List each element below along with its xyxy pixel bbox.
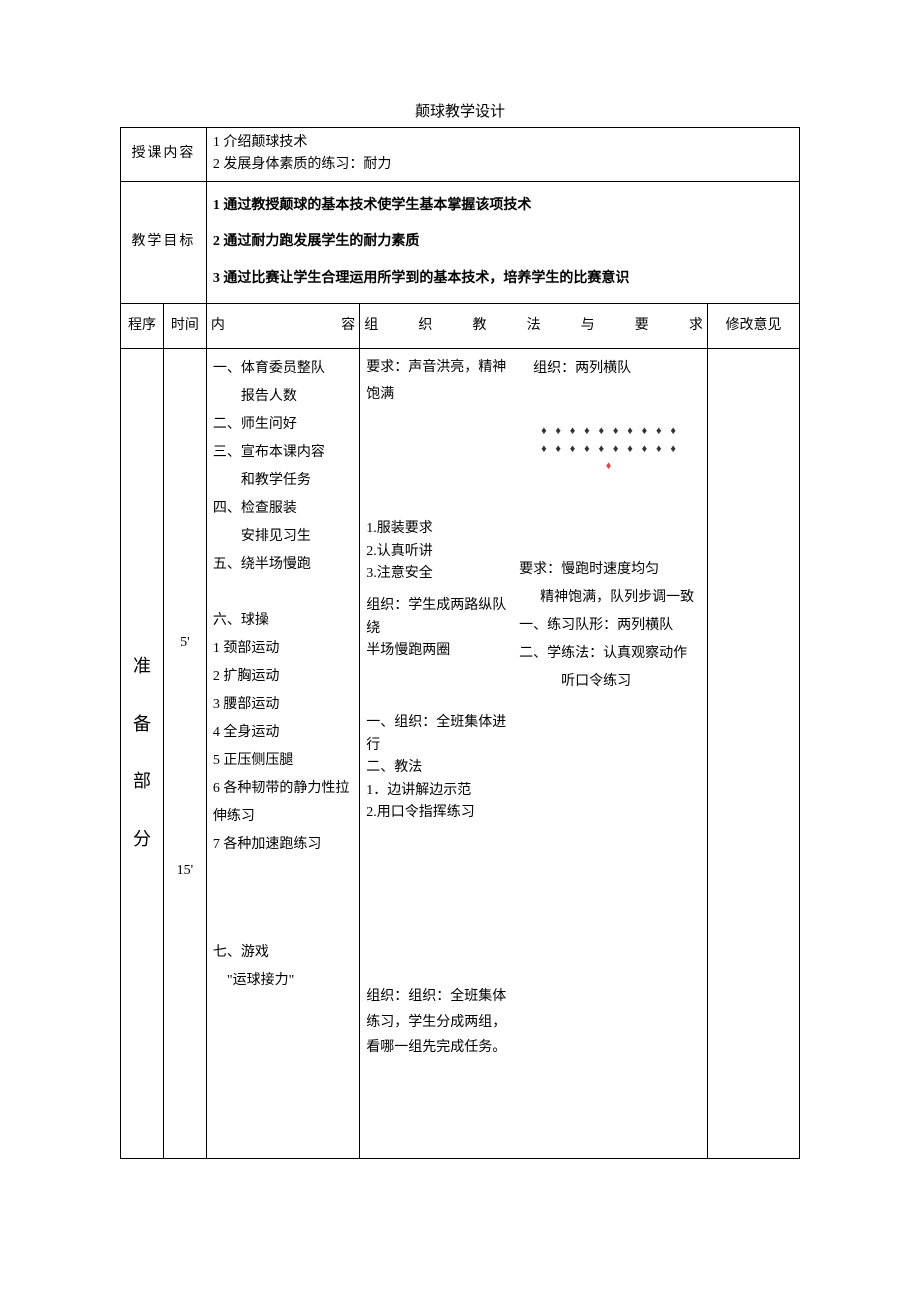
prep-org-left: 要求：声音洪亮，精神饱满 1.服装要求 2.认真听讲 3.注意安全 组织：学生成… bbox=[360, 348, 513, 1158]
c-l4: 四、检查服装 bbox=[213, 495, 353, 523]
c-l7: 七、游戏 bbox=[213, 939, 353, 967]
ol-r5b: 2.用口令指挥练习 bbox=[366, 802, 507, 824]
or-r4b: 听口令练习 bbox=[519, 668, 701, 696]
prep-char-1: 准 bbox=[127, 638, 157, 696]
c-l6f: 6 各种韧带的静力性拉伸练习 bbox=[213, 775, 353, 831]
teacher-icon: ♦ bbox=[519, 458, 701, 476]
row-2-icons: ♦ ♦ ♦ ♦ ♦ ♦ ♦ ♦ ♦ ♦ bbox=[519, 441, 701, 459]
c-l4b: 安排见习生 bbox=[213, 523, 353, 551]
tc-line2: 2 发展身体素质的练习：耐力 bbox=[213, 154, 793, 176]
time-5min: 5' bbox=[170, 629, 200, 657]
ol-r2a: 1.服装要求 bbox=[366, 518, 507, 540]
row-1-icons: ♦ ♦ ♦ ♦ ♦ ♦ ♦ ♦ ♦ ♦ bbox=[519, 423, 701, 441]
ol-r5a: 1．边讲解边示范 bbox=[366, 780, 507, 802]
tc-line1: 1 介绍颠球技术 bbox=[213, 132, 793, 154]
hdr-time: 时间 bbox=[163, 303, 206, 348]
column-headers: 程序 时间 内 容 组 织 教 法 与 要 求 修改意见 bbox=[121, 303, 800, 348]
ol-r5: 二、教法 bbox=[366, 757, 507, 779]
ol-r6: 组织：组织：全班集体练习，学生分成两组，看哪一组先完成任务。 bbox=[366, 984, 507, 1060]
prep-label: 准 备 部 分 bbox=[121, 348, 164, 1158]
doc-title: 颠球教学设计 bbox=[120, 100, 800, 121]
c-l6b: 2 扩胸运动 bbox=[213, 663, 353, 691]
prep-org-right: 组织：两列横队 ♦ ♦ ♦ ♦ ♦ ♦ ♦ ♦ ♦ ♦ ♦ ♦ ♦ ♦ ♦ ♦ … bbox=[513, 348, 707, 1158]
prep-char-3: 部 bbox=[127, 753, 157, 811]
ol-r2c: 3.注意安全 bbox=[366, 563, 507, 585]
or-r4: 二、学练法：认真观察动作 bbox=[519, 640, 701, 668]
or-r1: 组织：两列横队 bbox=[519, 355, 701, 383]
teaching-content-row: 授课内容 1 介绍颠球技术 2 发展身体素质的练习：耐力 bbox=[121, 128, 800, 182]
c-l6: 六、球操 bbox=[213, 607, 353, 635]
time-15min: 15' bbox=[170, 857, 200, 885]
teaching-goals-label: 教学目标 bbox=[121, 181, 207, 303]
hdr-revision: 修改意见 bbox=[707, 303, 799, 348]
c-l1: 一、体育委员整队 bbox=[213, 355, 353, 383]
teaching-content-value: 1 介绍颠球技术 2 发展身体素质的练习：耐力 bbox=[206, 128, 799, 182]
preparation-section: 准 备 部 分 5' 15' 一、体育委员整队 报告人数 二、师生问好 三、宣布… bbox=[121, 348, 800, 1158]
c-l6c: 3 腰部运动 bbox=[213, 691, 353, 719]
ol-r3: 组织：学生成两路纵队绕 bbox=[366, 595, 507, 640]
c-l6g: 7 各种加速跑练习 bbox=[213, 831, 353, 859]
lesson-plan-table: 授课内容 1 介绍颠球技术 2 发展身体素质的练习：耐力 教学目标 1 通过教授… bbox=[120, 127, 800, 1159]
prep-char-2: 备 bbox=[127, 696, 157, 754]
formation-diagram: ♦ ♦ ♦ ♦ ♦ ♦ ♦ ♦ ♦ ♦ ♦ ♦ ♦ ♦ ♦ ♦ ♦ ♦ ♦ ♦ … bbox=[519, 423, 701, 476]
teaching-goals-value: 1 通过教授颠球的基本技术使学生基本掌握该项技术 2 通过耐力跑发展学生的耐力素… bbox=[206, 181, 799, 303]
ol-r2b: 2.认真听讲 bbox=[366, 541, 507, 563]
c-l3b: 和教学任务 bbox=[213, 467, 353, 495]
or-r2: 要求：慢跑时速度均匀 bbox=[519, 556, 701, 584]
revision-comments bbox=[707, 348, 799, 1158]
hdr-content: 内 容 bbox=[206, 303, 359, 348]
prep-time: 5' 15' bbox=[163, 348, 206, 1158]
goal-2: 2 通过耐力跑发展学生的耐力素质 bbox=[213, 224, 793, 260]
c-l2: 二、师生问好 bbox=[213, 411, 353, 439]
ol-r3b: 半场慢跑两圈 bbox=[366, 640, 507, 662]
c-l1b: 报告人数 bbox=[213, 383, 353, 411]
prep-content: 一、体育委员整队 报告人数 二、师生问好 三、宣布本课内容 和教学任务 四、检查… bbox=[206, 348, 359, 1158]
teaching-goals-row: 教学目标 1 通过教授颠球的基本技术使学生基本掌握该项技术 2 通过耐力跑发展学… bbox=[121, 181, 800, 303]
hdr-sequence: 程序 bbox=[121, 303, 164, 348]
ol-r4: 一、组织：全班集体进行 bbox=[366, 712, 507, 757]
c-l5: 五、绕半场慢跑 bbox=[213, 551, 353, 579]
hdr-method: 组 织 教 法 与 要 求 bbox=[360, 303, 708, 348]
or-r2b: 精神饱满，队列步调一致 bbox=[519, 584, 701, 612]
prep-char-4: 分 bbox=[127, 811, 157, 869]
c-l6d: 4 全身运动 bbox=[213, 719, 353, 747]
or-r3: 一、练习队形：两列横队 bbox=[519, 612, 701, 640]
teaching-content-label: 授课内容 bbox=[121, 128, 207, 182]
c-l7b: "运球接力" bbox=[213, 967, 353, 995]
ol-r1: 要求：声音洪亮，精神饱满 bbox=[366, 355, 507, 408]
c-l6e: 5 正压侧压腿 bbox=[213, 747, 353, 775]
c-l6a: 1 颈部运动 bbox=[213, 635, 353, 663]
goal-1: 1 通过教授颠球的基本技术使学生基本掌握该项技术 bbox=[213, 188, 793, 224]
c-l3: 三、宣布本课内容 bbox=[213, 439, 353, 467]
goal-3: 3 通过比赛让学生合理运用所学到的基本技术，培养学生的比赛意识 bbox=[213, 261, 793, 297]
